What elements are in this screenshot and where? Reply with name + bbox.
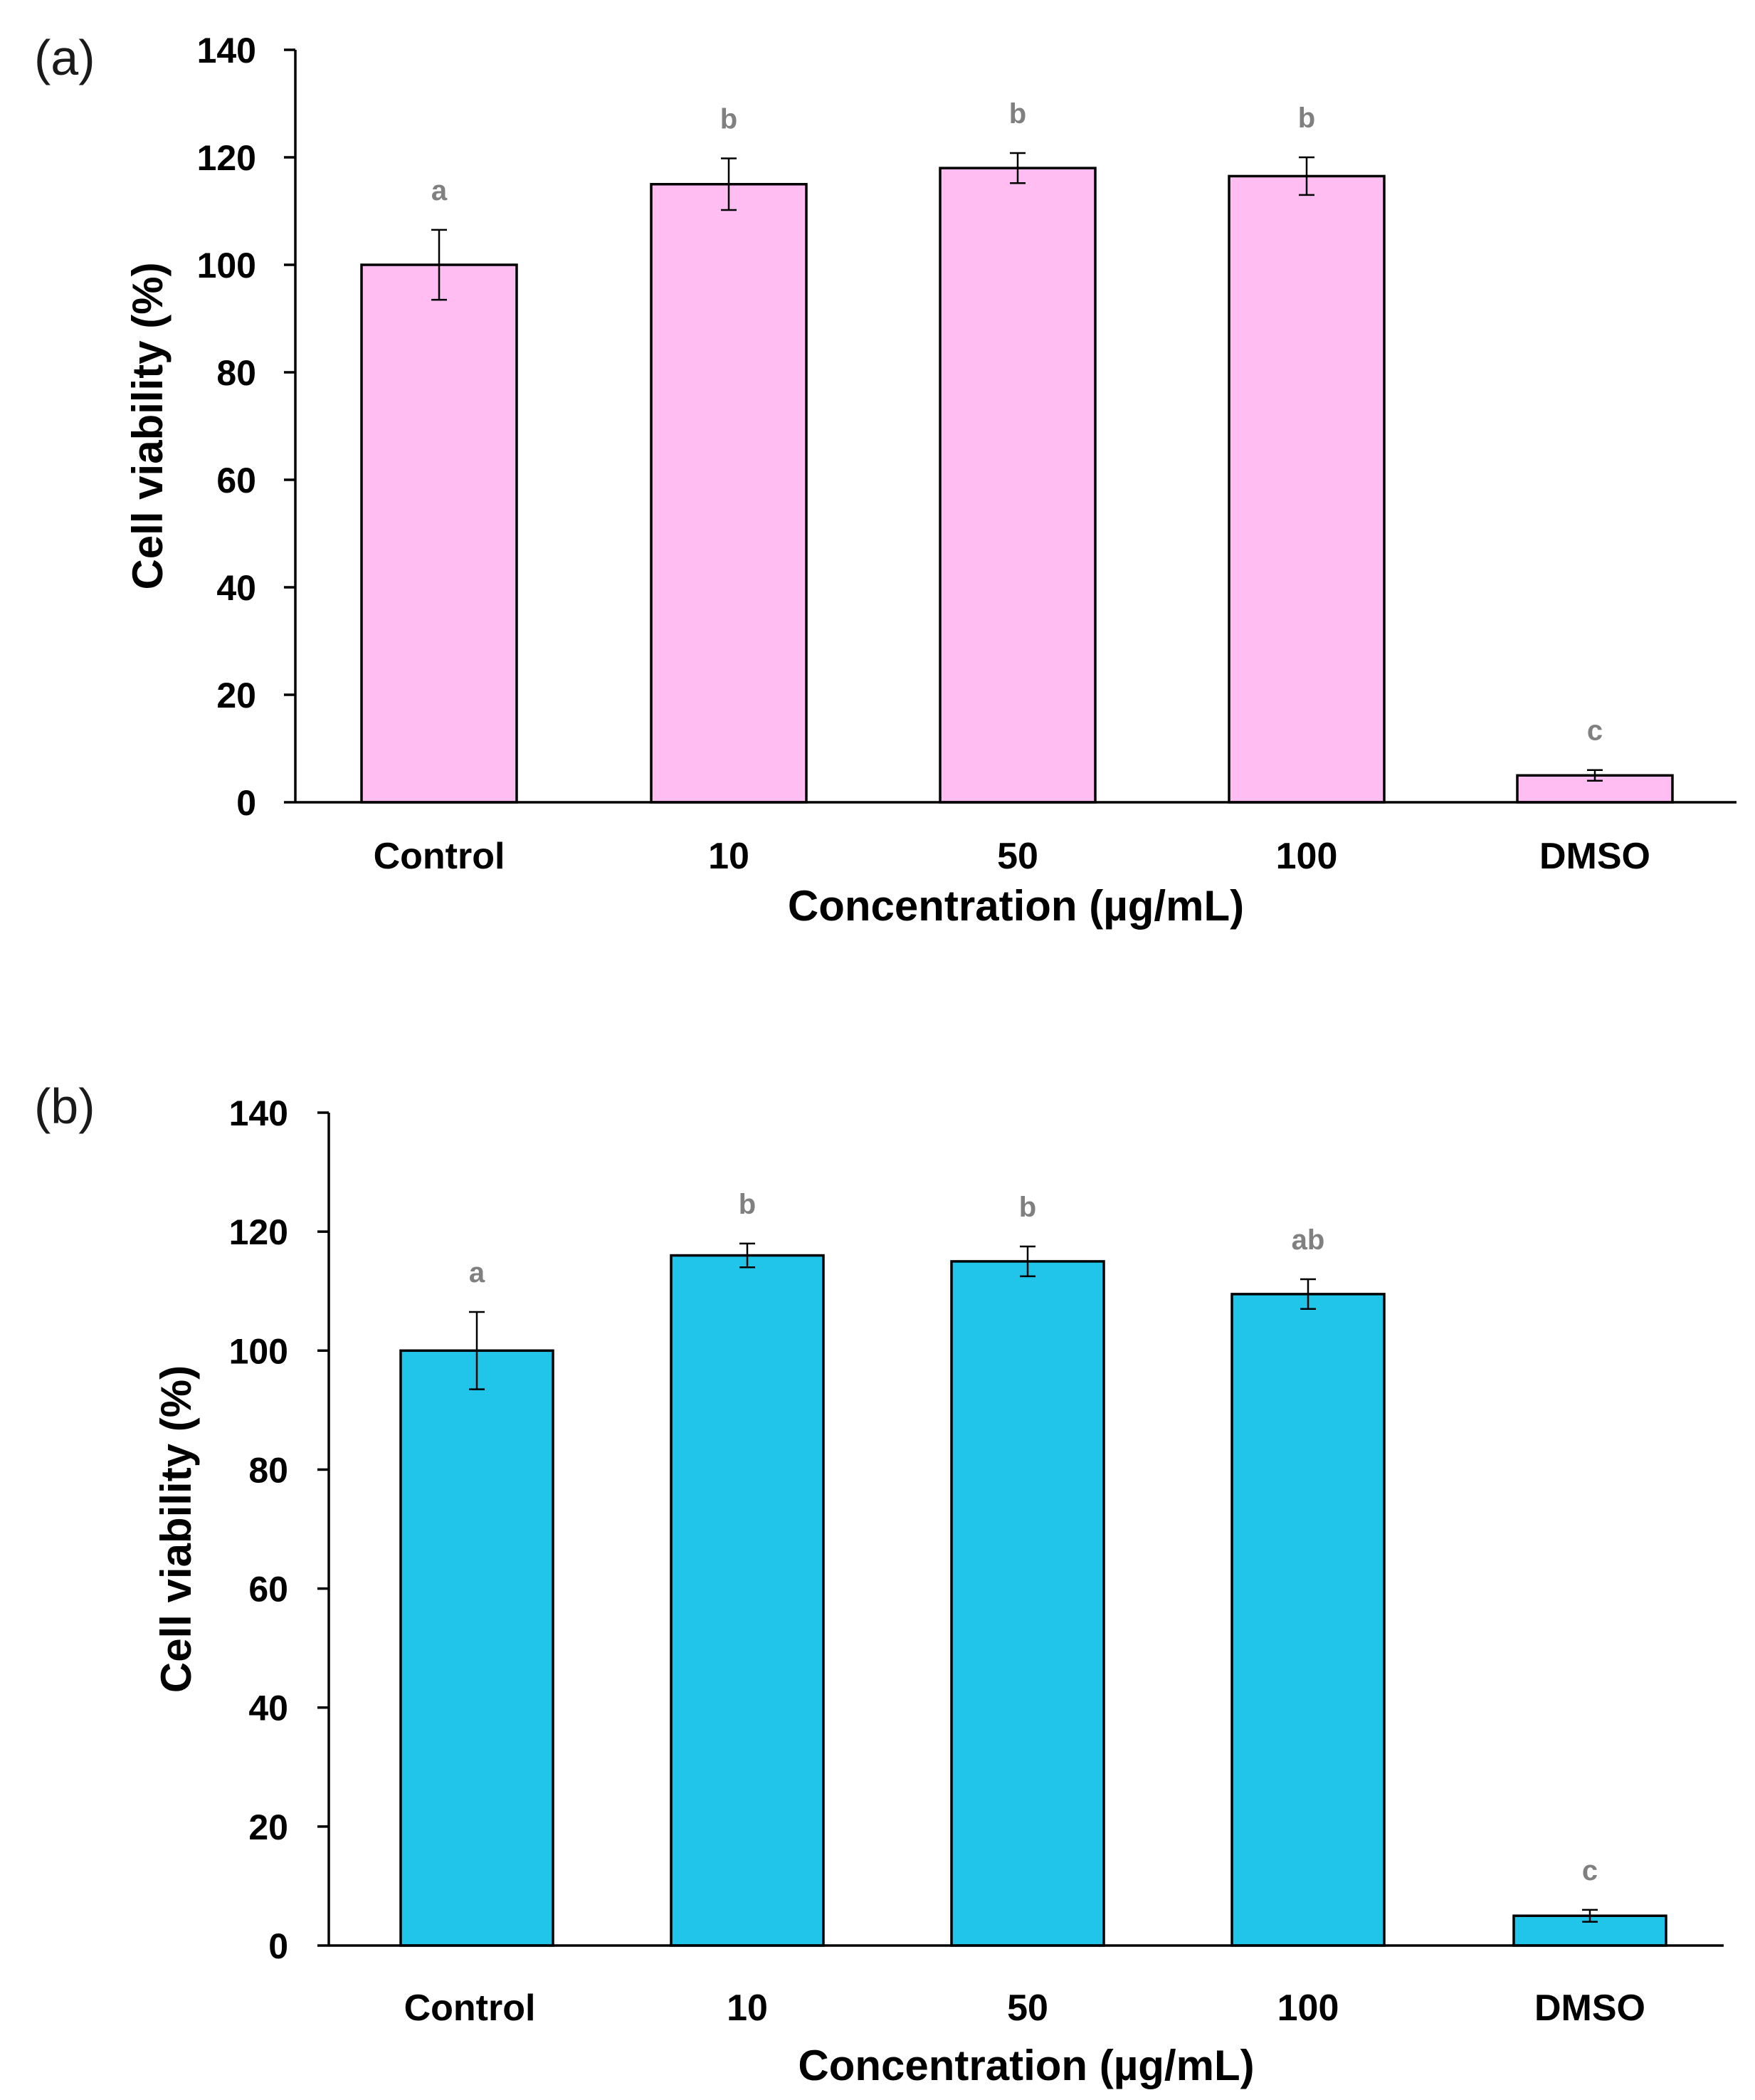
y-tick-label: 0	[236, 783, 256, 823]
panel-label: (b)	[34, 1078, 95, 1134]
significance-label: a	[431, 175, 448, 206]
error-bar	[739, 1242, 755, 1269]
bar-100	[1228, 174, 1386, 804]
y-axis-title: Cell viability (%)	[152, 1365, 200, 1693]
bar-10	[650, 183, 808, 804]
significance-label: b	[1019, 1192, 1036, 1223]
y-tick-label: 0	[268, 1926, 288, 1966]
x-tick-label: DMSO	[1534, 1988, 1645, 2029]
significance-label: c	[1582, 1855, 1598, 1886]
y-tick-label: 40	[248, 1689, 288, 1728]
error-bar	[1020, 1245, 1035, 1278]
error-bar	[1299, 156, 1314, 196]
y-tick-label: 120	[229, 1212, 288, 1252]
significance-label: b	[739, 1189, 756, 1220]
x-tick-label: 50	[997, 836, 1038, 877]
error-bar	[721, 157, 737, 211]
y-tick-label: 20	[248, 1807, 288, 1847]
y-tick-label: 60	[216, 461, 256, 500]
y-tick-label: 120	[197, 138, 256, 178]
error-bar	[1300, 1278, 1316, 1311]
error-bar	[1587, 769, 1603, 782]
panel-label: (a)	[34, 30, 95, 85]
x-tick-label: 50	[1007, 1988, 1048, 2029]
bar-control	[399, 1349, 554, 1947]
bar-50	[939, 167, 1097, 804]
y-tick-label: 140	[197, 31, 256, 70]
significance-label: a	[469, 1257, 485, 1288]
y-tick-label: 100	[229, 1331, 288, 1371]
y-tick-label: 140	[229, 1093, 288, 1133]
error-bar	[431, 229, 447, 301]
y-tick-label: 80	[216, 353, 256, 393]
x-tick-label: 100	[1277, 1988, 1339, 2029]
bar-control	[360, 263, 518, 804]
y-tick-label: 60	[248, 1570, 288, 1610]
significance-label: b	[1009, 98, 1026, 130]
bar-100	[1230, 1293, 1386, 1947]
x-tick-label: 10	[727, 1988, 768, 2029]
y-tick-label: 100	[197, 246, 256, 285]
y-tick-label: 80	[248, 1450, 288, 1490]
significance-label: b	[1298, 103, 1315, 134]
significance-label: ab	[1292, 1224, 1325, 1256]
bar-50	[950, 1260, 1105, 1947]
x-tick-label: 100	[1276, 836, 1338, 877]
y-tick-label: 20	[216, 676, 256, 715]
error-bar	[1582, 1909, 1598, 1923]
y-axis-title: Cell viability (%)	[124, 262, 172, 589]
bar-10	[670, 1254, 825, 1947]
chart-panel-a: (a) a Control b 10 b 50 b 100 c DMSO 0 20 40 60 80 100 12…	[34, 30, 1736, 930]
chart-panel-b: (b) a Control b 10 b 50 ab 100 c DMSO 0 20 40 60 80 100 1…	[34, 1078, 1724, 2089]
error-bar	[469, 1311, 485, 1390]
x-axis-title: Concentration (µg/mL)	[788, 882, 1244, 930]
significance-label: c	[1587, 715, 1603, 747]
y-tick-label: 40	[216, 568, 256, 608]
error-bar	[1010, 152, 1026, 184]
x-tick-label: Control	[404, 1988, 536, 2029]
significance-label: b	[720, 104, 737, 135]
x-axis-title: Concentration (µg/mL)	[798, 2042, 1254, 2089]
x-tick-label: DMSO	[1539, 836, 1650, 877]
x-tick-label: Control	[374, 836, 505, 877]
x-tick-label: 10	[708, 836, 749, 877]
